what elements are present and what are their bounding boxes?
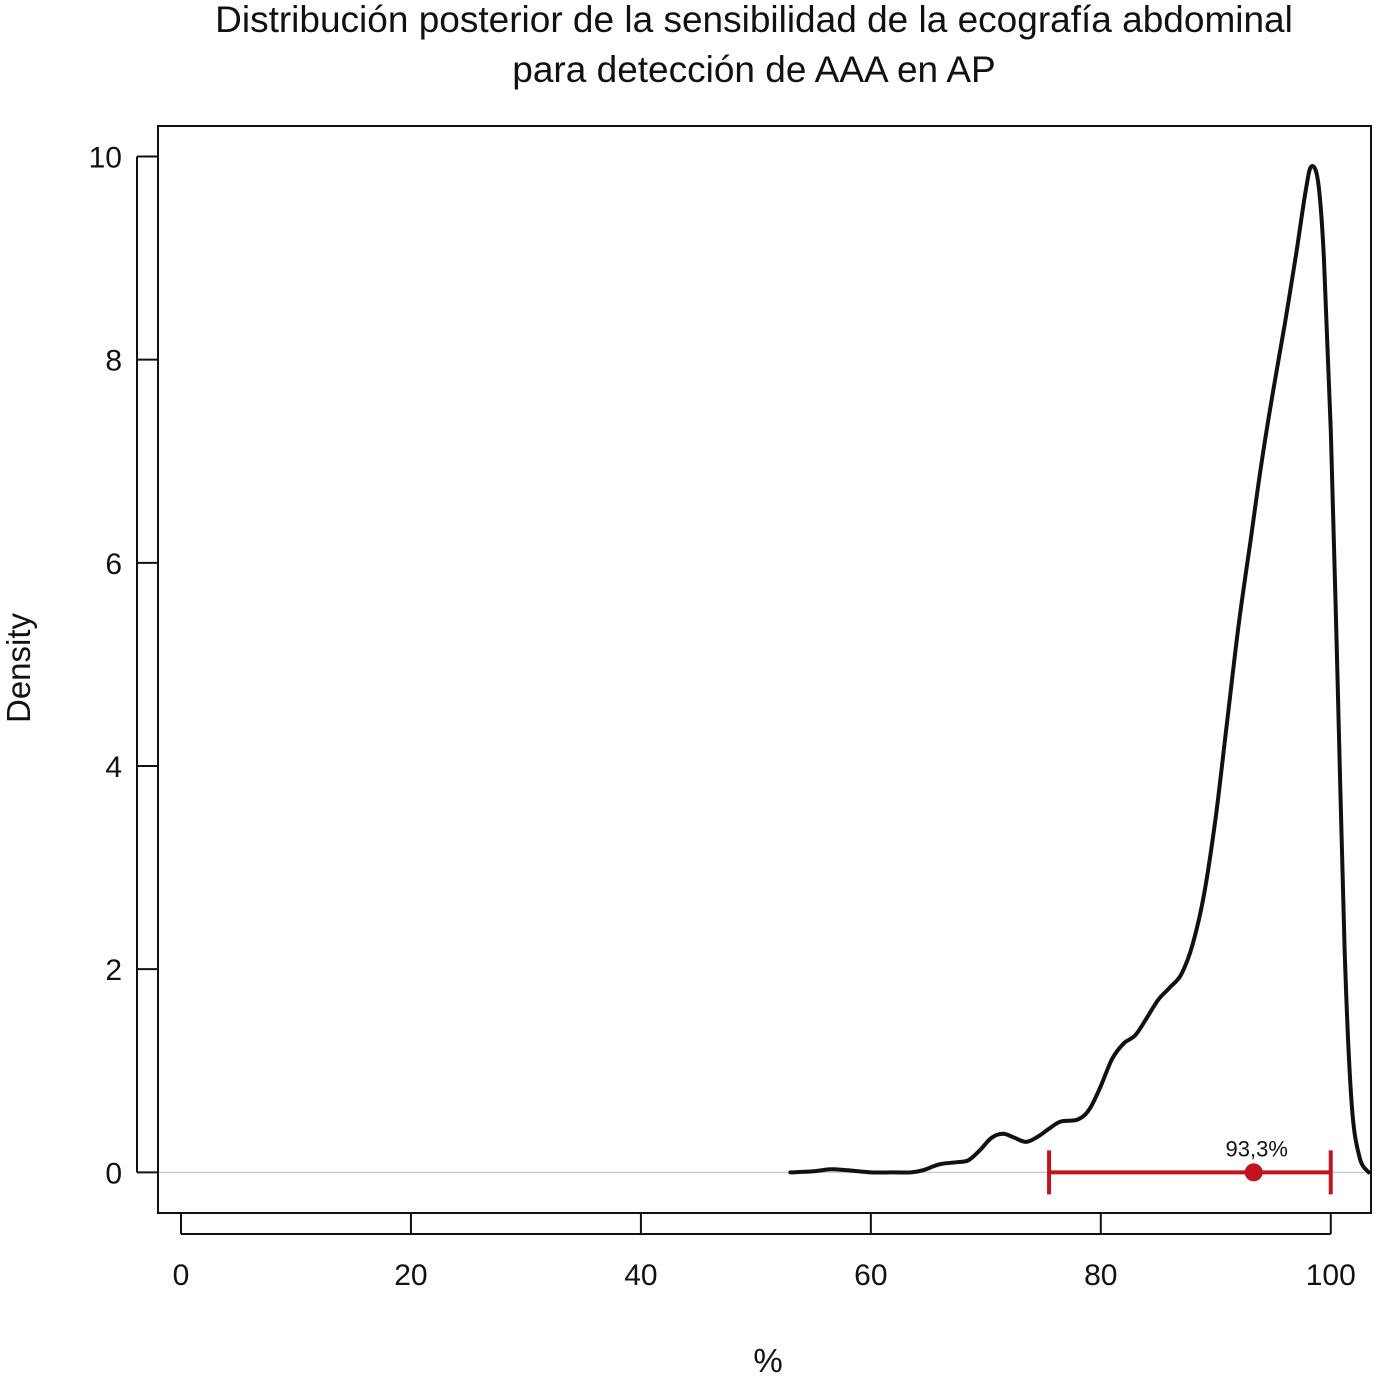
x-axis-title: %: [753, 1342, 782, 1379]
x-tick-label: 20: [394, 1259, 427, 1292]
x-tick-label: 60: [854, 1259, 887, 1292]
y-tick-label: 2: [105, 954, 122, 987]
ci-point-estimate: [1244, 1163, 1263, 1182]
x-tick-label: 80: [1084, 1259, 1117, 1292]
chart-title-line-1: Distribución posterior de la sensibilida…: [215, 0, 1293, 40]
x-tick-label: 100: [1306, 1259, 1356, 1292]
y-tick-label: 6: [105, 548, 122, 581]
y-tick-label: 8: [105, 345, 122, 378]
y-axis: 0 2 4 6 8 10: [89, 141, 157, 1190]
y-tick-label: 10: [89, 141, 122, 174]
ci-point-label: 93,3%: [1226, 1136, 1288, 1161]
density-curve: [788, 164, 1371, 1175]
x-axis: 0 20 40 60 80 100: [173, 1214, 1356, 1292]
y-tick-label: 0: [105, 1157, 122, 1190]
y-axis-title: Density: [0, 612, 37, 723]
credible-interval: 93,3%: [1047, 1136, 1333, 1195]
x-tick-label: 40: [624, 1259, 657, 1292]
plot-frame: [157, 125, 1372, 1214]
chart-title-line-2: para detección de AAA en AP: [512, 49, 995, 90]
x-tick-label: 0: [173, 1259, 190, 1292]
y-tick-label: 4: [105, 751, 122, 784]
